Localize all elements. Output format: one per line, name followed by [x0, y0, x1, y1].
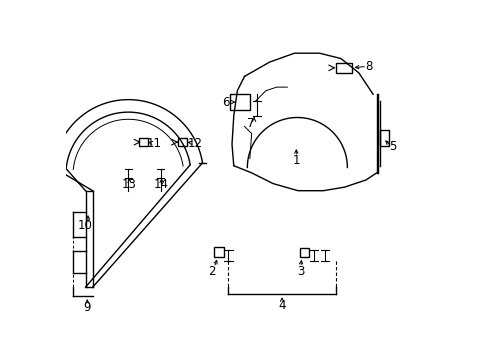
- Text: 4: 4: [278, 299, 285, 312]
- Text: 1: 1: [292, 154, 300, 167]
- Text: 3: 3: [297, 265, 304, 278]
- Text: 6: 6: [222, 96, 229, 109]
- Text: 7: 7: [246, 117, 254, 130]
- Text: 12: 12: [187, 137, 203, 150]
- Bar: [214, 247, 224, 257]
- Bar: [299, 248, 308, 257]
- Text: 9: 9: [83, 301, 91, 314]
- Bar: [230, 94, 249, 111]
- Text: 10: 10: [78, 219, 93, 232]
- Text: 2: 2: [207, 265, 215, 278]
- Bar: [380, 130, 388, 146]
- Bar: [139, 138, 148, 146]
- Text: 5: 5: [388, 140, 396, 153]
- Text: 13: 13: [122, 178, 137, 191]
- Text: 11: 11: [147, 137, 162, 150]
- Text: 8: 8: [365, 60, 372, 73]
- Bar: [335, 63, 351, 73]
- Text: 14: 14: [154, 178, 169, 191]
- Bar: [178, 138, 187, 146]
